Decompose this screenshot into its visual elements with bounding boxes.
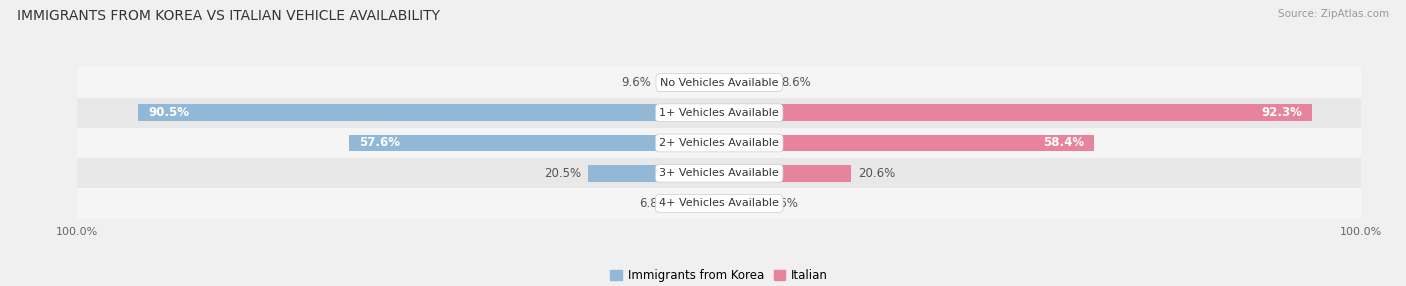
Text: 6.6%: 6.6% bbox=[768, 197, 797, 210]
Bar bbox=[77, 158, 1361, 188]
Bar bbox=[658, 74, 720, 91]
Bar bbox=[350, 135, 720, 151]
Bar bbox=[77, 98, 1361, 128]
Text: IMMIGRANTS FROM KOREA VS ITALIAN VEHICLE AVAILABILITY: IMMIGRANTS FROM KOREA VS ITALIAN VEHICLE… bbox=[17, 9, 440, 23]
Text: 3+ Vehicles Available: 3+ Vehicles Available bbox=[659, 168, 779, 178]
Bar bbox=[720, 74, 775, 91]
Bar bbox=[77, 188, 1361, 219]
Bar bbox=[720, 135, 1094, 151]
Text: 20.6%: 20.6% bbox=[858, 167, 896, 180]
Text: 92.3%: 92.3% bbox=[1261, 106, 1302, 119]
Bar bbox=[720, 195, 762, 212]
Text: 2+ Vehicles Available: 2+ Vehicles Available bbox=[659, 138, 779, 148]
Legend: Immigrants from Korea, Italian: Immigrants from Korea, Italian bbox=[606, 264, 832, 286]
Bar bbox=[720, 104, 1312, 121]
Bar bbox=[720, 165, 852, 182]
Text: Source: ZipAtlas.com: Source: ZipAtlas.com bbox=[1278, 9, 1389, 19]
Text: 8.6%: 8.6% bbox=[780, 76, 810, 89]
Text: 9.6%: 9.6% bbox=[621, 76, 651, 89]
Bar bbox=[77, 128, 1361, 158]
Bar bbox=[588, 165, 720, 182]
Text: No Vehicles Available: No Vehicles Available bbox=[659, 78, 779, 88]
Text: 1+ Vehicles Available: 1+ Vehicles Available bbox=[659, 108, 779, 118]
Text: 90.5%: 90.5% bbox=[148, 106, 188, 119]
Text: 20.5%: 20.5% bbox=[544, 167, 581, 180]
Text: 4+ Vehicles Available: 4+ Vehicles Available bbox=[659, 198, 779, 208]
Text: 58.4%: 58.4% bbox=[1043, 136, 1084, 150]
Bar bbox=[77, 67, 1361, 98]
Bar bbox=[675, 195, 720, 212]
Bar bbox=[138, 104, 720, 121]
Text: 6.8%: 6.8% bbox=[640, 197, 669, 210]
Text: 57.6%: 57.6% bbox=[359, 136, 401, 150]
